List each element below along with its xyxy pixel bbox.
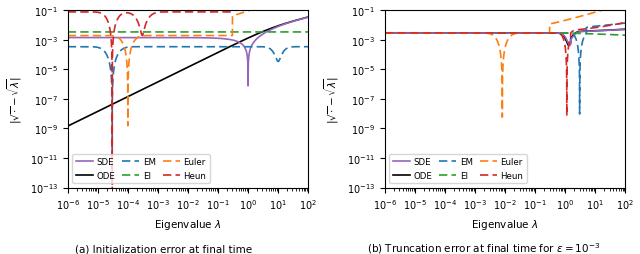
Legend: SDE, ODE, EM, EI, Euler, Heun: SDE, ODE, EM, EI, Euler, Heun [72,154,209,183]
Y-axis label: $|\sqrt{\cdot} - \sqrt{\lambda}|$: $|\sqrt{\cdot} - \sqrt{\lambda}|$ [323,76,341,124]
X-axis label: Eigenvalue $\lambda$: Eigenvalue $\lambda$ [472,217,539,231]
Y-axis label: $|\sqrt{\cdot} - \sqrt{\lambda}|$: $|\sqrt{\cdot} - \sqrt{\lambda}|$ [6,76,24,124]
X-axis label: Eigenvalue $\lambda$: Eigenvalue $\lambda$ [154,217,222,231]
Text: (a) Initialization error at final time: (a) Initialization error at final time [75,244,252,253]
Text: (b) Truncation error at final time for $\varepsilon = 10^{-3}$: (b) Truncation error at final time for $… [367,240,600,254]
Legend: SDE, ODE, EM, EI, Euler, Heun: SDE, ODE, EM, EI, Euler, Heun [389,154,527,183]
